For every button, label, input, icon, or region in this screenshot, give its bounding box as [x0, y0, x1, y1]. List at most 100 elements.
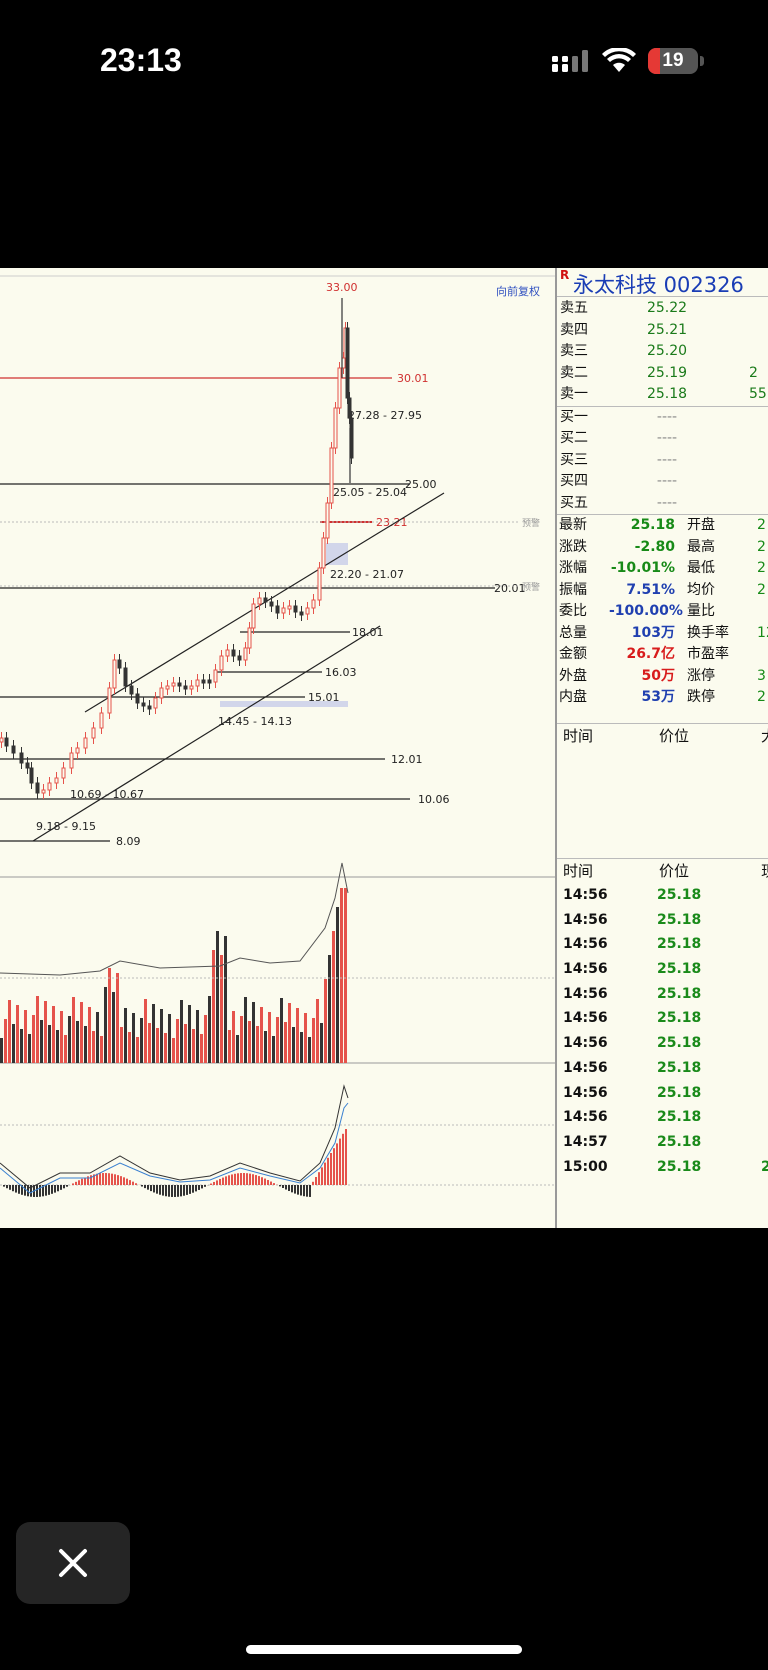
macd-hist-bar [258, 1176, 260, 1185]
ask-label: 卖一 [560, 386, 588, 402]
ask-row: 卖四 25.21 [557, 320, 768, 342]
macd-hist-bar [270, 1181, 272, 1185]
macd-dif-line [0, 1084, 349, 1189]
tick-time: 14:56 [563, 911, 608, 928]
macd-hist-bar [39, 1185, 41, 1197]
candle-body [213, 669, 218, 683]
macd-hist-bar [60, 1185, 62, 1190]
macd-hist-bar [195, 1185, 197, 1192]
macd-hist-bar [204, 1185, 206, 1187]
volume-bar [64, 1035, 67, 1063]
macd-hist-bar [267, 1179, 269, 1185]
macd-hist-bar [273, 1183, 275, 1185]
tick-volume: 22 [761, 1158, 768, 1175]
wifi-icon [602, 48, 636, 72]
quote-value: 103万 [631, 624, 675, 641]
volume-bar [328, 955, 331, 1063]
tick-header-time: 时间 [563, 862, 594, 880]
volume-bar [68, 1016, 71, 1063]
tick-list[interactable]: 14:56 25.18 14:56 25.18 14:56 25.18 14:56 25.18… [557, 883, 768, 1179]
quote-value-2: 2 [757, 560, 766, 576]
tick-price: 25.18 [657, 1109, 702, 1126]
quote-label-2: 均价 [687, 581, 715, 598]
volume-bar [48, 1025, 51, 1063]
quote-label: 涨幅 [559, 560, 587, 576]
ask-row: 卖一 25.18 55 [557, 384, 768, 406]
volume-bar [44, 1001, 47, 1063]
rights-badge: R [560, 268, 570, 282]
candle-body [251, 603, 256, 629]
macd-hist-bar [18, 1185, 20, 1194]
tick-price: 25.18 [657, 1133, 702, 1150]
candle-body [293, 605, 298, 613]
candle-body [329, 447, 334, 504]
macd-hist-bar [222, 1177, 224, 1185]
volume-bar [344, 888, 347, 1063]
macd-hist-bar [159, 1185, 161, 1195]
candle-body [201, 679, 206, 684]
candle-body [305, 607, 310, 615]
volume-bar [340, 888, 343, 1063]
volume-bar [216, 931, 219, 1063]
stock-header[interactable]: R 永太科技 002326 [557, 268, 768, 297]
alert-tag: 预警 [522, 581, 540, 593]
home-indicator[interactable] [246, 1645, 522, 1654]
volume-bar [236, 1035, 239, 1063]
tick-row: 15:00 25.18 22 [557, 1155, 768, 1180]
kline-chart-panel[interactable]: 向前复权 30.01 25.00 20.01 18.01 16.03 15.01 12.01 1… [0, 268, 555, 1228]
macd-hist-bar [177, 1185, 179, 1197]
macd-hist-bar [78, 1180, 80, 1185]
volume-bar [192, 1029, 195, 1063]
tick-time: 14:56 [563, 936, 608, 953]
tick-header: 时间 价位 现 [557, 858, 768, 883]
quote-label: 委比 [559, 603, 587, 619]
kline-chart[interactable]: 向前复权 30.01 25.00 20.01 18.01 16.03 15.01 12.01 1… [0, 268, 555, 1228]
candle-body [147, 705, 152, 710]
candle-body [195, 679, 200, 687]
macd-hist-bar [3, 1185, 5, 1187]
candle-body [183, 685, 188, 690]
macd-hist-bar [72, 1183, 74, 1185]
volume-bar [128, 1032, 131, 1063]
tick-time: 14:56 [563, 1010, 608, 1027]
macd-hist-bar [243, 1173, 245, 1185]
volume-bar [188, 1005, 191, 1063]
macd-hist-bar [339, 1138, 341, 1185]
macd-hist-bar [219, 1178, 221, 1185]
close-icon [59, 1549, 87, 1577]
volume-bar [76, 1021, 79, 1063]
quote-row: 振幅 7.51% 均价 2 [557, 580, 768, 602]
volume-bar [184, 1024, 187, 1063]
volume-bar [120, 1027, 123, 1063]
macd-hist-bar [102, 1173, 104, 1185]
tick-price: 25.18 [657, 1158, 702, 1175]
volume-bar [280, 998, 283, 1063]
close-button[interactable] [16, 1522, 130, 1604]
quote-value: -10.01% [610, 560, 675, 576]
volume-bar [248, 1021, 251, 1063]
macd-hist-bar [183, 1185, 185, 1196]
tick-time: 14:56 [563, 1035, 608, 1052]
quote-row: 涨幅 -10.01% 最低 2 [557, 558, 768, 580]
macd-hist-bar [228, 1175, 230, 1185]
candle-body [247, 627, 252, 649]
quote-label-2: 涨停 [687, 667, 715, 684]
volume-bar [228, 1030, 231, 1063]
macd-hist-bar [42, 1185, 44, 1197]
macd-hist-bar [105, 1173, 107, 1185]
candle-body [225, 649, 230, 657]
volume-bar [312, 1018, 315, 1063]
volume-bar [144, 999, 147, 1063]
tick-time: 14:57 [563, 1133, 608, 1150]
quote-label: 总量 [559, 624, 587, 641]
macd-hist-bar [330, 1153, 332, 1185]
volume-bar [172, 1038, 175, 1063]
macd-hist-bar [240, 1173, 242, 1185]
quote-label: 金额 [559, 646, 587, 662]
macd-hist-bar [6, 1185, 8, 1189]
macd-hist-bar [141, 1185, 143, 1187]
volume-bar [304, 1013, 307, 1063]
volume-bar [324, 979, 327, 1063]
macd-hist-bar [309, 1185, 311, 1197]
volume-bar [80, 1002, 83, 1063]
